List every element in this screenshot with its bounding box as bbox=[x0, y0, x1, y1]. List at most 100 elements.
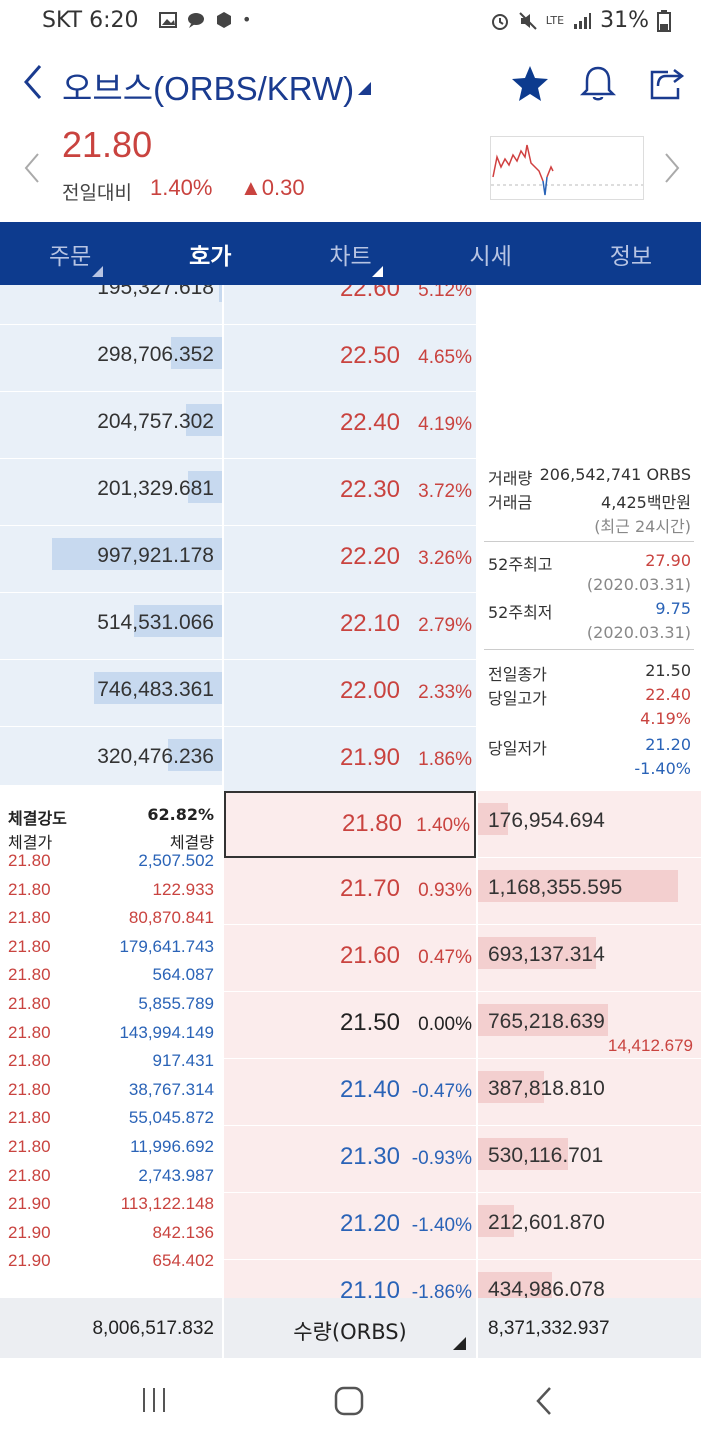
ask-volume-bar bbox=[52, 538, 222, 570]
bid-volume-cell: 765,218.639 14,412.679 bbox=[478, 992, 701, 1059]
trade-price: 21.90 bbox=[8, 1222, 51, 1242]
period-label: (최근 24시간) bbox=[594, 517, 691, 536]
ask-price-cell[interactable]: 22.60 5.12% bbox=[224, 285, 476, 325]
strength-value: 62.82% bbox=[147, 805, 214, 824]
volume-value: 206,542,741 ORBS bbox=[539, 465, 691, 484]
ask-price: 22.30 bbox=[339, 476, 400, 503]
ask-price-cell[interactable]: 22.40 4.19% bbox=[224, 392, 476, 459]
trade-volume: 654.402 bbox=[152, 1251, 214, 1271]
recent-apps-icon[interactable] bbox=[140, 1386, 168, 1414]
bid-price-cell[interactable]: 21.70 0.93% bbox=[224, 858, 476, 925]
ask-price-cell[interactable]: 22.50 4.65% bbox=[224, 325, 476, 392]
trade-price: 21.90 bbox=[8, 1251, 51, 1271]
bell-icon[interactable] bbox=[576, 62, 620, 106]
signal-icon bbox=[574, 12, 592, 29]
bid-price: 21.60 bbox=[339, 942, 400, 969]
bid-price-cell[interactable]: 21.60 0.47% bbox=[224, 925, 476, 992]
back-nav-icon[interactable] bbox=[534, 1386, 554, 1416]
trade-price: 21.80 bbox=[8, 1079, 51, 1099]
bid-price-cell[interactable]: 21.40 -0.47% bbox=[224, 1059, 476, 1126]
ask-price: 22.60 bbox=[339, 285, 400, 302]
order-book: 195,327.618 22.60 5.12% 298,706.352 22.50 4.6… bbox=[0, 285, 701, 1298]
battery-percent: 31% bbox=[600, 8, 649, 33]
ask-volume: 298,706.352 bbox=[97, 343, 214, 366]
trade-volume: 842.136 bbox=[152, 1222, 214, 1242]
bid-volume-bar bbox=[478, 1205, 514, 1237]
ask-volume-bar bbox=[219, 285, 222, 302]
change-percent: 1.40% bbox=[150, 175, 213, 200]
trade-row: 21.90 654.402 bbox=[0, 1251, 222, 1279]
trade-volume: 5,855.789 bbox=[138, 994, 214, 1013]
bid-percent: 0.93% bbox=[418, 880, 472, 901]
ask-volume: 997,921.178 bbox=[97, 544, 214, 567]
tab-order[interactable]: 주문 bbox=[0, 222, 140, 285]
ask-volume-cell: 201,329.681 bbox=[0, 459, 222, 526]
share-icon[interactable] bbox=[644, 62, 688, 106]
back-arrow-icon[interactable] bbox=[18, 62, 48, 102]
order-totals: 8,006,517.832 수량(ORBS) 8,371,332.937 bbox=[0, 1298, 701, 1358]
ask-volume-bar bbox=[168, 739, 222, 771]
tab-chart[interactable]: 차트 bbox=[329, 243, 372, 270]
bid-price-cell[interactable]: 21.50 0.00% bbox=[224, 992, 476, 1059]
unit-dropdown-caret[interactable] bbox=[453, 1337, 466, 1350]
high52-label: 52주최고 bbox=[488, 555, 553, 574]
trade-volume-header: 체결량 bbox=[169, 833, 214, 852]
tab-market[interactable]: 시세 bbox=[469, 243, 512, 270]
ask-volume: 195,327.618 bbox=[97, 285, 214, 299]
bid-volume-cell: 387,818.810 bbox=[478, 1059, 701, 1126]
page-title[interactable]: 오브스(ORBS/KRW) bbox=[62, 70, 355, 107]
current-price-cell[interactable]: 21.80 1.40% bbox=[224, 791, 476, 858]
bid-price-cell[interactable]: 21.30 -0.93% bbox=[224, 1126, 476, 1193]
day-low-value: 21.20 bbox=[645, 735, 691, 754]
mini-price-chart[interactable] bbox=[490, 136, 644, 200]
trade-volume: 2,743.987 bbox=[138, 1165, 214, 1185]
low52-value: 9.75 bbox=[655, 599, 691, 618]
bid-percent: 1.40% bbox=[416, 815, 470, 836]
bid-volume-bar bbox=[478, 1272, 552, 1298]
ask-volume-bar bbox=[94, 672, 222, 704]
star-icon[interactable] bbox=[508, 62, 552, 106]
prev-coin-chevron-icon[interactable] bbox=[22, 150, 42, 186]
bid-percent: -0.93% bbox=[411, 1148, 472, 1169]
bid-volume-bar bbox=[478, 937, 596, 969]
bid-price-cell[interactable]: 21.20 -1.40% bbox=[224, 1193, 476, 1260]
home-icon[interactable] bbox=[334, 1386, 364, 1416]
trade-volume: 55,045.872 bbox=[128, 1108, 214, 1128]
amount-value: 4,425백만원 bbox=[601, 493, 691, 512]
network-label: LTE bbox=[545, 14, 565, 27]
ask-percent: 5.12% bbox=[418, 285, 472, 301]
next-coin-chevron-icon[interactable] bbox=[662, 150, 682, 186]
ask-volume: 201,329.681 bbox=[97, 477, 214, 500]
bid-volume: 212,601.870 bbox=[488, 1211, 605, 1234]
trade-row: 21.80 143,994.149 bbox=[0, 1023, 222, 1051]
ask-price-cell[interactable]: 21.90 1.86% bbox=[224, 727, 476, 794]
trade-row: 21.80 122.933 bbox=[0, 880, 222, 908]
prev-close-value: 21.50 bbox=[645, 661, 691, 680]
tab-info[interactable]: 정보 bbox=[609, 243, 653, 270]
ask-price: 22.00 bbox=[339, 677, 400, 704]
bid-volume-bar bbox=[478, 870, 678, 902]
bid-volume-cell: 176,954.694 bbox=[478, 791, 701, 858]
ask-price-cell[interactable]: 22.30 3.72% bbox=[224, 459, 476, 526]
bid-price-cell[interactable]: 21.10 -1.86% bbox=[224, 1260, 476, 1298]
trade-row: 21.80 55,045.872 bbox=[0, 1108, 222, 1136]
bid-price: 21.70 bbox=[339, 875, 400, 902]
ask-volume-bar bbox=[188, 471, 222, 503]
bid-price: 21.10 bbox=[339, 1277, 400, 1298]
ask-price-cell[interactable]: 22.20 3.26% bbox=[224, 526, 476, 593]
ask-price-cell[interactable]: 22.10 2.79% bbox=[224, 593, 476, 660]
unit-selector[interactable]: 수량(ORBS) bbox=[224, 1298, 476, 1358]
status-time: SKT 6:20 bbox=[42, 8, 139, 33]
high52-date: (2020.03.31) bbox=[586, 575, 691, 594]
ask-price-cell[interactable]: 22.00 2.33% bbox=[224, 660, 476, 727]
trade-price: 21.80 bbox=[8, 879, 51, 899]
market-info-panel: 거래량 206,542,741 ORBS 거래금 4,425백만원 (최근 24… bbox=[478, 465, 701, 795]
bid-volume-bar bbox=[478, 1071, 544, 1103]
bid-volume-cell: 212,601.870 bbox=[478, 1193, 701, 1260]
system-nav-bar bbox=[0, 1358, 701, 1440]
ask-percent: 4.19% bbox=[418, 414, 472, 435]
ask-price: 22.20 bbox=[339, 543, 400, 570]
title-dropdown-caret[interactable] bbox=[358, 82, 371, 95]
trade-row: 21.80 179,641.743 bbox=[0, 937, 222, 965]
tab-orderbook[interactable]: 호가 bbox=[140, 222, 384, 285]
